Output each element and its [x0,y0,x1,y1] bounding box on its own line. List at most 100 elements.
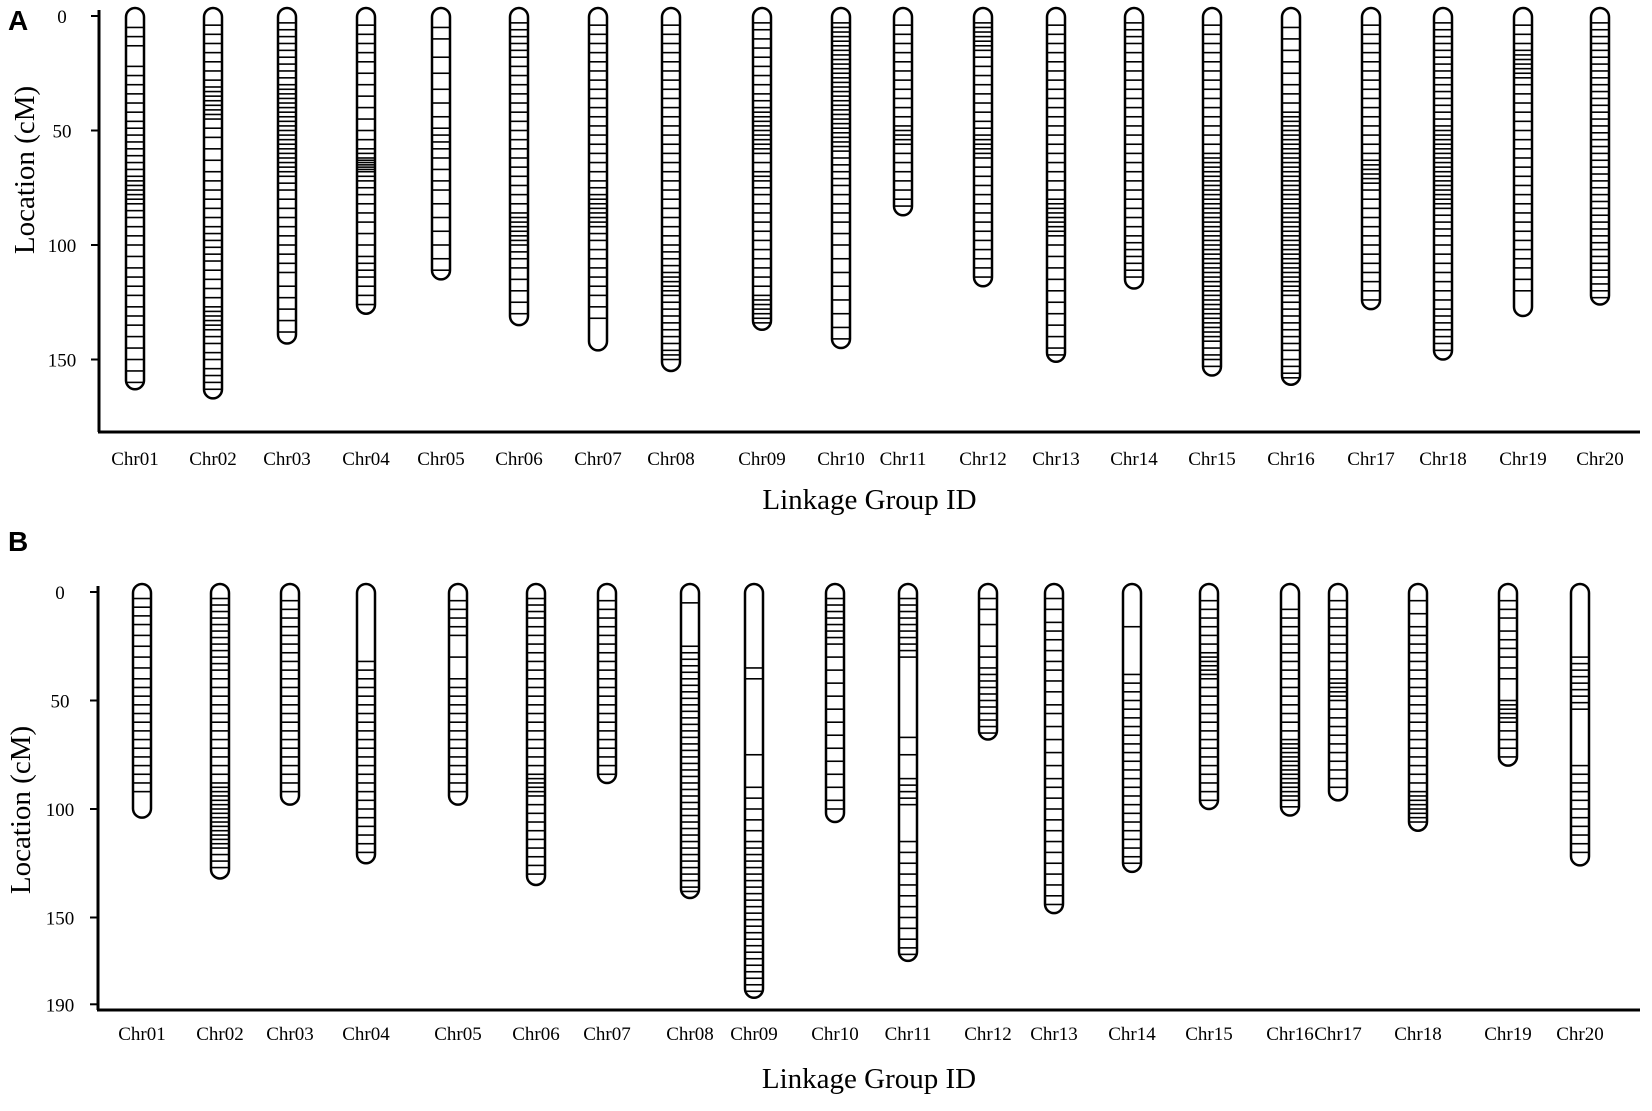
chromosome-chr09 [751,6,773,331]
chromosome-chr07 [587,6,609,352]
chromosome-chr01 [124,6,146,391]
y-tick-label: 100 [48,236,77,257]
y-axis-title: Location (cM) [5,726,37,894]
x-tick-label: Chr20 [1576,449,1624,470]
chromosome-chr04 [355,582,377,865]
panel-label: B [8,526,28,557]
x-tick-label: Chr12 [959,449,1007,470]
x-tick-label: Chr14 [1110,449,1158,470]
chromosome-outline [596,582,618,785]
x-tick-label: Chr05 [417,449,465,470]
chromosome-chr20 [1569,582,1591,867]
chromosome-chr16 [1280,6,1302,386]
chromosome-chr13 [1045,6,1067,364]
x-tick-label: Chr10 [811,1024,859,1045]
chromosome-chr06 [508,6,530,327]
chromosome-chr05 [430,6,452,281]
chromosome-outline [1045,6,1067,364]
chromosome-chr12 [972,6,994,288]
chromosome-chr12 [977,582,999,741]
x-tick-label: Chr08 [647,449,695,470]
chromosome-chr10 [824,582,846,824]
chromosome-chr06 [525,582,547,887]
y-tick-label: 100 [46,800,75,821]
chromosome-chr14 [1123,6,1145,290]
chromosome-chr14 [1121,582,1143,874]
chromosome-outline [1123,6,1145,290]
chromosome-chr07 [596,582,618,785]
x-axis-title: Linkage Group ID [762,1063,976,1095]
x-tick-label: Chr13 [1032,449,1080,470]
chromosome-outline [892,6,914,217]
panel-A: A 0 50 100 150 Location (cM) Linkage Group ID C… [8,5,1640,516]
y-tick-label: 0 [55,583,65,604]
chromosome-outline [1407,582,1429,832]
chromosome-chr17 [1360,6,1382,311]
chromosome-chr02 [209,582,231,880]
x-tick-label: Chr07 [583,1024,631,1045]
y-tick-label: 0 [57,7,67,28]
chromosome-outline [1121,582,1143,874]
chromosome-outline [430,6,452,281]
chromosome-chr02 [202,6,224,400]
x-tick-label: Chr08 [666,1024,714,1045]
x-tick-label: Chr10 [817,449,865,470]
chromosome-chr09 [743,582,765,1000]
x-tick-label: Chr01 [118,1024,166,1045]
chromosome-chr08 [679,582,701,900]
x-tick-label: Chr02 [189,449,237,470]
chromosome-chr03 [276,6,298,345]
chromosome-outline [587,6,609,352]
chromosome-outline [1497,582,1519,767]
x-tick-label: Chr17 [1314,1024,1362,1045]
chromosome-chr11 [892,6,914,217]
y-tick-label: 150 [48,351,77,372]
chromosome-outline [977,582,999,741]
x-tick-label: Chr15 [1185,1024,1233,1045]
chromosome-chr04 [355,6,377,315]
x-tick-label: Chr12 [964,1024,1012,1045]
chromosome-chr19 [1497,582,1519,767]
x-tick-label: Chr16 [1266,1024,1314,1045]
chromosome-chr10 [830,6,852,350]
chromosome-outline [131,582,153,819]
chromosome-chr13 [1043,582,1065,915]
chromosome-outline [355,582,377,865]
chromosome-chr08 [660,6,682,373]
chromosome-chr18 [1407,582,1429,832]
chromosome-outline [279,582,301,806]
chromosome-outline [447,582,469,806]
y-tick-label: 190 [46,995,75,1016]
chromosome-outline [679,582,701,900]
chromosome-chr15 [1198,582,1220,811]
chromosome-chr01 [131,582,153,819]
chromosome-chr11 [897,582,919,963]
x-tick-label: Chr11 [885,1024,932,1045]
x-tick-label: Chr14 [1108,1024,1156,1045]
panel-label: A [8,5,28,36]
chromosome-outline [1432,6,1454,361]
x-tick-label: Chr09 [738,449,786,470]
x-tick-label: Chr17 [1347,449,1395,470]
chromosome-chr17 [1327,582,1349,802]
chromosome-outline [525,582,547,887]
chromosome-outline [751,6,773,331]
x-tick-label: Chr07 [574,449,622,470]
chromosome-chr03 [279,582,301,806]
x-tick-label: Chr06 [512,1024,560,1045]
y-tick-label: 50 [53,122,72,143]
x-tick-label: Chr09 [730,1024,778,1045]
chromosome-outline [897,582,919,963]
chromosome-outline [824,582,846,824]
chromosome-outline [1201,6,1223,377]
x-tick-label: Chr03 [266,1024,314,1045]
chromosome-chr16 [1279,582,1301,817]
x-tick-label: Chr02 [196,1024,244,1045]
x-tick-label: Chr03 [263,449,311,470]
x-tick-label: Chr19 [1499,449,1547,470]
chromosome-outline [1589,6,1611,306]
chromosome-outline [1360,6,1382,311]
x-axis-title: Linkage Group ID [762,484,976,516]
panel-B: B 0 50 100 150 190 Location (cM) Linkage Group … [5,526,1640,1095]
